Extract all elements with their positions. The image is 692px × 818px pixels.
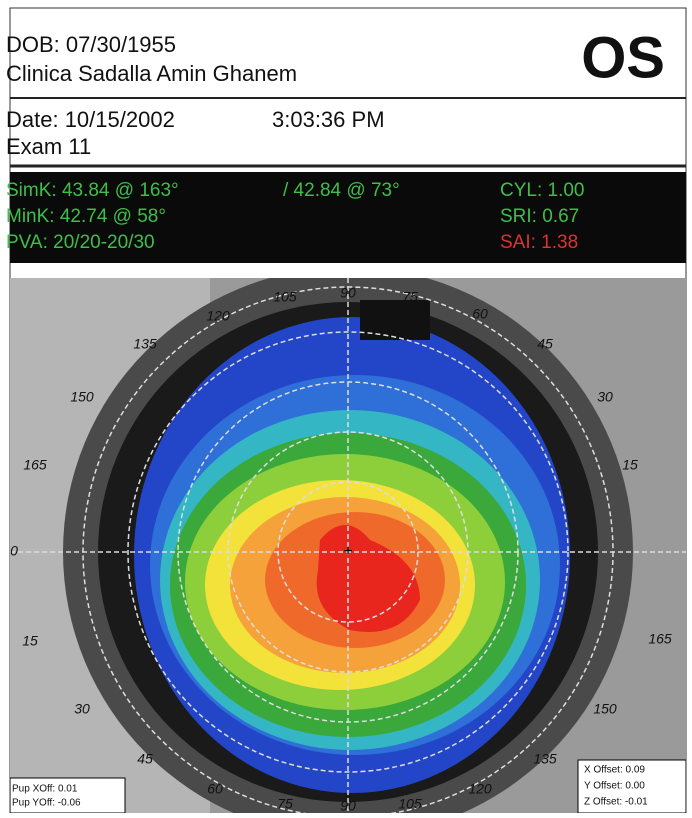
angle-label: 105 [273,289,297,305]
angle-label: 0 [10,543,18,559]
clinic: Clinica Sadalla Amin Ghanem [6,61,297,86]
simk2: / 42.84 @ 73° [283,180,400,201]
angle-label: 15 [622,457,638,473]
angle-label: 45 [137,751,153,767]
angle-label: 120 [468,781,492,797]
sri: SRI: 0.67 [500,206,579,227]
pupil-offset: Pup YOff: -0.06 [12,798,81,809]
exam-number: Exam 11 [6,134,91,159]
angle-label: 75 [402,289,418,305]
date: Date: 10/15/2002 [6,107,175,132]
time: 3:03:36 PM [272,107,385,132]
angle-label: 45 [537,336,553,352]
eye: OS [581,25,665,90]
dob: DOB: 07/30/1955 [6,32,176,57]
pupil-offset: Pup XOff: 0.01 [12,784,78,795]
offset: Y Offset: 0.00 [584,781,645,792]
angle-label: 120 [206,308,230,324]
angle-label: 90 [340,285,356,301]
angle-label: 165 [23,457,47,473]
angle-label: 135 [533,751,557,767]
angle-label: 30 [597,389,613,405]
topography-map: + 105 90 75 60 120 45 135 30 150 15 165 … [10,267,686,813]
report: DOB: 07/30/1955 Clinica Sadalla Amin Gha… [0,0,692,813]
offset: Z Offset: -0.01 [584,797,648,808]
angle-label: 165 [648,631,672,647]
angle-label: 60 [207,781,223,797]
angle-label: 150 [70,389,94,405]
sai: SAI: 1.38 [500,232,578,253]
offset: X Offset: 0.09 [584,765,645,776]
angle-label: 90 [340,798,356,813]
angle-label: 60 [472,306,488,322]
mink: MinK: 42.74 @ 58° [6,206,166,227]
svg-text:+: + [343,543,352,560]
angle-label: 30 [74,701,90,717]
angle-label: 150 [593,701,617,717]
cyl: CYL: 1.00 [500,180,585,201]
angle-label: 75 [277,796,293,812]
pva: PVA: 20/20-20/30 [6,232,155,253]
angle-label: 135 [133,336,157,352]
angle-label: 105 [398,796,422,812]
simk: SimK: 43.84 @ 163° [6,180,179,201]
angle-label: 15 [22,633,38,649]
